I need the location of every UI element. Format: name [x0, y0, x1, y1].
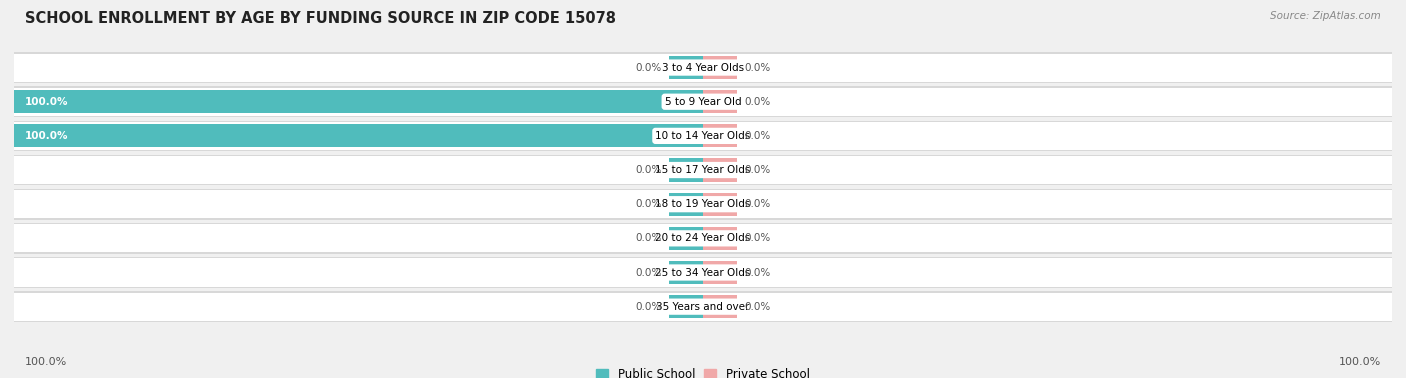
Bar: [669, 295, 703, 318]
Bar: [14, 259, 1392, 287]
Bar: [703, 192, 738, 216]
Text: 0.0%: 0.0%: [744, 63, 770, 73]
Bar: [703, 261, 738, 284]
Bar: [14, 155, 1392, 185]
Bar: [703, 227, 738, 250]
Bar: [703, 158, 738, 182]
Text: 100.0%: 100.0%: [24, 131, 67, 141]
Text: 0.0%: 0.0%: [744, 268, 770, 277]
Text: 3 to 4 Year Olds: 3 to 4 Year Olds: [662, 63, 744, 73]
Text: 100.0%: 100.0%: [1339, 357, 1381, 367]
Bar: [14, 121, 1392, 151]
Text: 0.0%: 0.0%: [744, 165, 770, 175]
Text: 15 to 17 Year Olds: 15 to 17 Year Olds: [655, 165, 751, 175]
Text: SCHOOL ENROLLMENT BY AGE BY FUNDING SOURCE IN ZIP CODE 15078: SCHOOL ENROLLMENT BY AGE BY FUNDING SOUR…: [25, 11, 616, 26]
Bar: [14, 52, 1392, 83]
Bar: [14, 224, 1392, 253]
Text: 0.0%: 0.0%: [744, 199, 770, 209]
Text: 0.0%: 0.0%: [636, 165, 662, 175]
Text: 0.0%: 0.0%: [744, 131, 770, 141]
Bar: [14, 122, 1392, 150]
Bar: [14, 293, 1392, 321]
Text: 0.0%: 0.0%: [636, 63, 662, 73]
Bar: [14, 189, 1392, 220]
Bar: [703, 90, 738, 113]
Bar: [669, 227, 703, 250]
Text: 35 Years and over: 35 Years and over: [657, 302, 749, 311]
Text: 10 to 14 Year Olds: 10 to 14 Year Olds: [655, 131, 751, 141]
Bar: [669, 56, 703, 79]
Bar: [703, 295, 738, 318]
Text: 100.0%: 100.0%: [25, 357, 67, 367]
Bar: [669, 261, 703, 284]
Text: 0.0%: 0.0%: [636, 302, 662, 311]
Text: 0.0%: 0.0%: [636, 233, 662, 243]
Text: 20 to 24 Year Olds: 20 to 24 Year Olds: [655, 233, 751, 243]
Text: Source: ZipAtlas.com: Source: ZipAtlas.com: [1270, 11, 1381, 21]
Bar: [703, 124, 738, 147]
Bar: [14, 223, 1392, 254]
Bar: [14, 257, 1392, 288]
Bar: [14, 88, 1392, 116]
Text: 0.0%: 0.0%: [744, 97, 770, 107]
Text: 100.0%: 100.0%: [24, 97, 67, 107]
Text: 0.0%: 0.0%: [636, 268, 662, 277]
Legend: Public School, Private School: Public School, Private School: [592, 363, 814, 378]
Bar: [669, 192, 703, 216]
Bar: [14, 156, 1392, 184]
Bar: [14, 90, 703, 113]
Bar: [14, 124, 703, 147]
Bar: [703, 56, 738, 79]
Bar: [669, 158, 703, 182]
Text: 0.0%: 0.0%: [744, 302, 770, 311]
Bar: [14, 291, 1392, 322]
Text: 0.0%: 0.0%: [744, 233, 770, 243]
Text: 18 to 19 Year Olds: 18 to 19 Year Olds: [655, 199, 751, 209]
Text: 5 to 9 Year Old: 5 to 9 Year Old: [665, 97, 741, 107]
Bar: [14, 54, 1392, 82]
Text: 25 to 34 Year Olds: 25 to 34 Year Olds: [655, 268, 751, 277]
Bar: [14, 86, 1392, 117]
Text: 0.0%: 0.0%: [636, 199, 662, 209]
Bar: [14, 190, 1392, 218]
